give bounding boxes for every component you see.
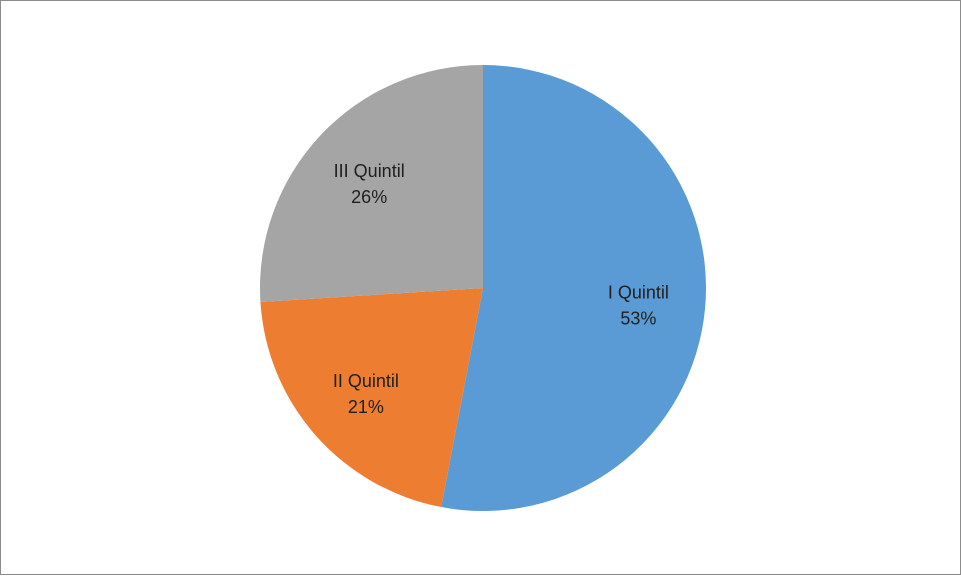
pie-slice-2 xyxy=(260,288,483,508)
pie-slice-3 xyxy=(260,65,483,302)
slice-value-label: 26% xyxy=(351,187,387,207)
pie-slices xyxy=(260,65,706,511)
slice-category-label: II Quintil xyxy=(333,371,399,391)
slice-category-label: I Quintil xyxy=(608,283,669,303)
slice-category-label: III Quintil xyxy=(334,161,405,181)
pie-slice-1 xyxy=(441,65,706,511)
pie-labels: I Quintil 53% II Quintil 21% III Quintil 26% xyxy=(333,161,669,417)
slice-value-label: 21% xyxy=(348,397,384,417)
slice-value-label: 53% xyxy=(620,309,656,329)
